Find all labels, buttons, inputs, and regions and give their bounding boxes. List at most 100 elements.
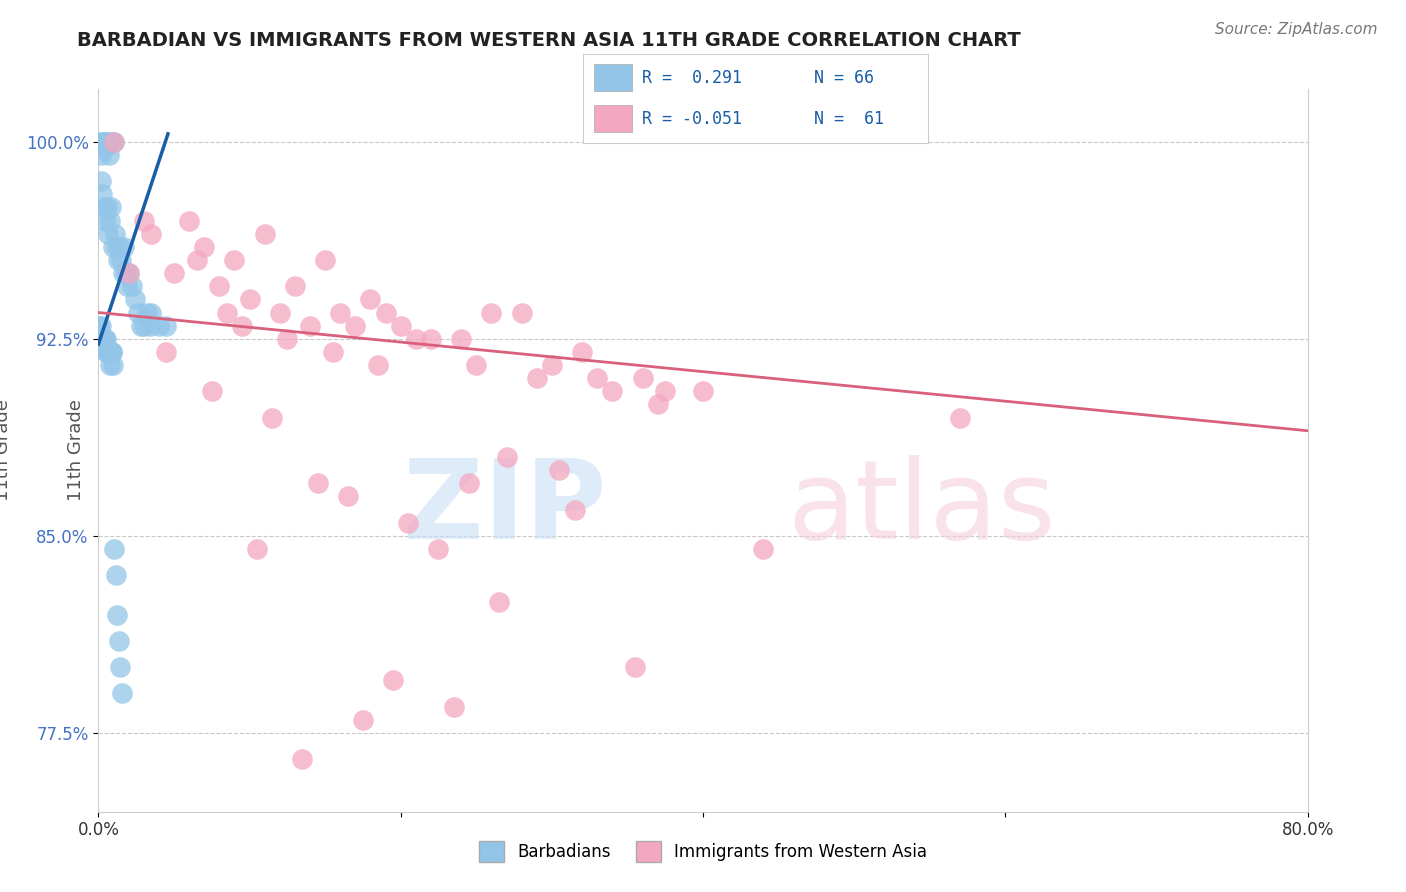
Point — [586, 371, 609, 385]
Point — [94, 140, 117, 154]
Point — [299, 318, 322, 333]
Bar — [593, 64, 631, 91]
Point — [352, 713, 374, 727]
Point — [124, 293, 146, 307]
Point — [141, 227, 163, 241]
Point — [155, 345, 177, 359]
Point — [107, 252, 129, 267]
Point — [360, 293, 382, 307]
Bar — [593, 105, 631, 132]
Point — [132, 213, 155, 227]
Point — [132, 318, 155, 333]
Point — [571, 345, 593, 359]
Point — [103, 135, 125, 149]
Point — [631, 371, 654, 385]
Point — [396, 516, 419, 530]
Point — [654, 384, 676, 399]
Point — [98, 213, 121, 227]
Text: BARBADIAN VS IMMIGRANTS FROM WESTERN ASIA 11TH GRADE CORRELATION CHART: BARBADIAN VS IMMIGRANTS FROM WESTERN ASI… — [77, 31, 1021, 50]
Point — [91, 135, 114, 149]
Point — [427, 541, 450, 556]
Point — [450, 332, 472, 346]
Point — [488, 594, 510, 608]
Point — [110, 660, 132, 674]
Point — [481, 305, 503, 319]
Point — [127, 305, 149, 319]
Point — [262, 410, 284, 425]
Point — [101, 135, 124, 149]
Point — [269, 305, 291, 319]
Point — [949, 410, 972, 425]
Point — [93, 135, 115, 149]
Point — [564, 502, 586, 516]
Point — [443, 699, 465, 714]
Point — [314, 252, 336, 267]
Point — [100, 201, 122, 215]
Point — [336, 490, 359, 504]
Point — [94, 332, 117, 346]
Point — [94, 213, 117, 227]
Point — [96, 135, 118, 149]
Point — [224, 252, 246, 267]
Point — [96, 201, 118, 215]
Legend: Barbadians, Immigrants from Western Asia: Barbadians, Immigrants from Western Asia — [472, 835, 934, 869]
Point — [231, 318, 253, 333]
Point — [90, 174, 112, 188]
Point — [89, 135, 111, 149]
Point — [98, 345, 121, 359]
Point — [420, 332, 443, 346]
Point — [540, 358, 562, 372]
Y-axis label: 11th Grade: 11th Grade — [0, 400, 11, 501]
Point — [291, 752, 314, 766]
Point — [139, 318, 162, 333]
Point — [97, 345, 120, 359]
Point — [624, 660, 647, 674]
Point — [752, 541, 775, 556]
Text: R =  0.291: R = 0.291 — [643, 69, 742, 87]
Point — [91, 332, 114, 346]
Point — [307, 476, 329, 491]
Point — [97, 227, 120, 241]
Point — [100, 345, 122, 359]
Text: Source: ZipAtlas.com: Source: ZipAtlas.com — [1215, 22, 1378, 37]
Point — [208, 279, 231, 293]
Point — [193, 240, 215, 254]
Point — [90, 148, 112, 162]
Point — [284, 279, 307, 293]
Point — [96, 345, 118, 359]
Point — [135, 305, 157, 319]
Point — [129, 318, 152, 333]
Point — [276, 332, 298, 346]
Point — [90, 332, 112, 346]
Point — [457, 476, 479, 491]
Point — [105, 240, 128, 254]
Point — [100, 345, 122, 359]
Point — [647, 397, 669, 411]
Point — [141, 305, 163, 319]
Point — [93, 201, 115, 215]
Point — [118, 266, 141, 280]
Point — [118, 266, 141, 280]
Point — [374, 305, 396, 319]
Point — [90, 318, 112, 333]
Point — [405, 332, 427, 346]
Point — [112, 240, 135, 254]
Point — [179, 213, 201, 227]
Point — [215, 305, 238, 319]
Point — [103, 135, 125, 149]
Point — [246, 541, 269, 556]
Point — [104, 227, 127, 241]
Point — [101, 240, 124, 254]
Point — [108, 240, 131, 254]
Point — [115, 279, 138, 293]
Point — [110, 252, 132, 267]
Y-axis label: 11th Grade: 11th Grade — [66, 400, 84, 501]
Point — [367, 358, 389, 372]
Point — [97, 345, 120, 359]
Point — [101, 345, 124, 359]
Point — [111, 266, 134, 280]
Point — [322, 345, 344, 359]
Point — [89, 318, 111, 333]
Point — [389, 318, 412, 333]
Point — [148, 318, 170, 333]
